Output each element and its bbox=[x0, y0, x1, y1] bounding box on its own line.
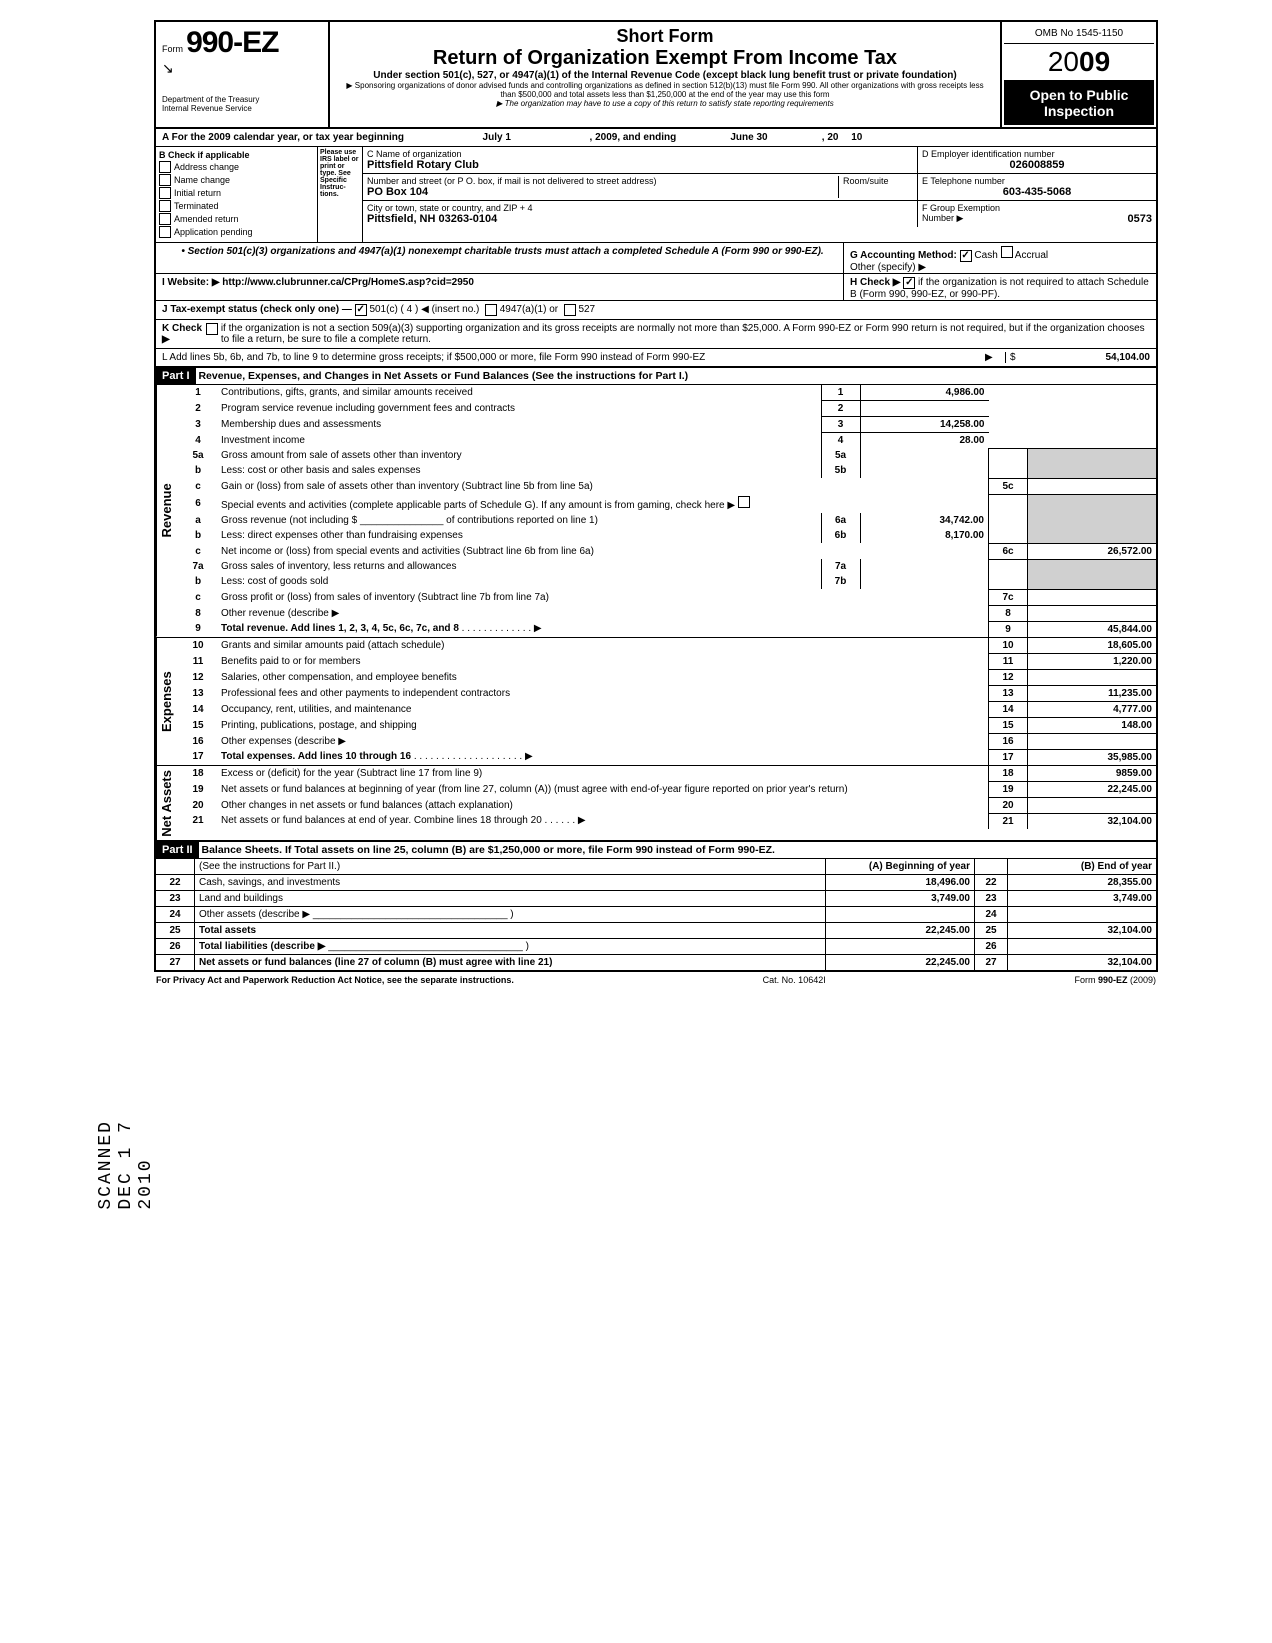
open-public-2: Inspection bbox=[1006, 103, 1152, 119]
c-label: C Name of organization bbox=[367, 149, 913, 159]
section-b-header: B Check if applicable bbox=[159, 150, 314, 160]
k-label: K Check ▶ bbox=[162, 323, 203, 345]
sponsor-note: ▶ Sponsoring organizations of donor advi… bbox=[338, 81, 992, 99]
cb-gaming[interactable] bbox=[738, 496, 750, 508]
expenses-table: 10Grants and similar amounts paid (attac… bbox=[179, 638, 1156, 765]
scanned-stamp: SCANNED DEC 1 7 2010 bbox=[96, 1120, 156, 1210]
e-label: E Telephone number bbox=[922, 176, 1152, 186]
form-label: Form bbox=[162, 44, 183, 54]
part2-header: Part II Balance Sheets. If Total assets … bbox=[156, 842, 1156, 859]
cb-k[interactable] bbox=[206, 323, 218, 335]
irs-label: Internal Revenue Service bbox=[162, 104, 322, 113]
form-footer: For Privacy Act and Paperwork Reduction … bbox=[150, 972, 1162, 988]
return-title: Return of Organization Exempt From Incom… bbox=[338, 47, 992, 70]
balance-sheet-table: (See the instructions for Part II.) (A) … bbox=[156, 859, 1156, 970]
short-form-label: Short Form bbox=[338, 26, 992, 47]
l-text: L Add lines 5b, 6b, and 7b, to line 9 to… bbox=[162, 352, 985, 363]
group-exemption: 0573 bbox=[1128, 213, 1152, 225]
row-a-tax-year: A For the 2009 calendar year, or tax yea… bbox=[156, 129, 1156, 147]
city-value: Pittsfield, NH 03263-0104 bbox=[367, 213, 913, 225]
expenses-label: Expenses bbox=[156, 638, 179, 765]
cb-amended[interactable] bbox=[159, 213, 171, 225]
d-label: D Employer identification number bbox=[922, 149, 1152, 159]
part1-header: Part I Revenue, Expenses, and Changes in… bbox=[156, 368, 1156, 385]
phone-value: 603-435-5068 bbox=[922, 186, 1152, 198]
cb-address-change[interactable] bbox=[159, 161, 171, 173]
gross-receipts: 54,104.00 bbox=[1030, 352, 1150, 363]
org-name: Pittsfield Rotary Club bbox=[367, 159, 913, 171]
cb-cash[interactable] bbox=[960, 250, 972, 262]
addr-value: PO Box 104 bbox=[367, 186, 838, 198]
schedule-a-note: • Section 501(c)(3) organizations and 49… bbox=[162, 246, 843, 270]
cb-initial-return[interactable] bbox=[159, 187, 171, 199]
room-suite: Room/suite bbox=[838, 176, 913, 198]
cb-h-check[interactable] bbox=[903, 277, 915, 289]
g-label: G Accounting Method: bbox=[850, 250, 957, 261]
subtitle: Under section 501(c), 527, or 4947(a)(1)… bbox=[338, 70, 992, 81]
k-text: if the organization is not a section 509… bbox=[221, 323, 1150, 345]
revenue-table: 1Contributions, gifts, grants, and simil… bbox=[179, 385, 1156, 637]
f-label: F Group Exemption bbox=[922, 203, 1000, 213]
omb-number: OMB No 1545-1150 bbox=[1004, 24, 1154, 44]
cb-name-change[interactable] bbox=[159, 174, 171, 186]
netassets-table: 18Excess or (deficit) for the year (Subt… bbox=[179, 766, 1156, 829]
netassets-label: Net Assets bbox=[156, 766, 179, 841]
tax-year: 2009 bbox=[1004, 44, 1154, 81]
j-label: J Tax-exempt status (check only one) — bbox=[162, 304, 352, 316]
f-label2: Number ▶ bbox=[922, 213, 963, 223]
g-other: Other (specify) ▶ bbox=[850, 262, 1150, 273]
cb-527[interactable] bbox=[564, 304, 576, 316]
cb-pending[interactable] bbox=[159, 226, 171, 238]
form-number: 990-EZ bbox=[186, 26, 278, 59]
copy-note: ▶ The organization may have to use a cop… bbox=[338, 99, 992, 108]
revenue-label: Revenue bbox=[156, 385, 179, 637]
cb-501c[interactable] bbox=[355, 304, 367, 316]
cb-accrual[interactable] bbox=[1001, 246, 1013, 258]
dept-treasury: Department of the Treasury bbox=[162, 95, 322, 104]
entity-info-grid: B Check if applicable Address change Nam… bbox=[156, 147, 1156, 243]
open-public-1: Open to Public bbox=[1006, 87, 1152, 103]
addr-label: Number and street (or P O. box, if mail … bbox=[367, 176, 838, 186]
website-value: http://www.clubrunner.ca/CPrg/HomeS.asp?… bbox=[222, 277, 474, 288]
cb-terminated[interactable] bbox=[159, 200, 171, 212]
form-header: Form 990-EZ ↘ Department of the Treasury… bbox=[156, 22, 1156, 129]
irs-label-instructions: Please use IRS label or print or type. S… bbox=[318, 147, 363, 242]
form-990ez: Form 990-EZ ↘ Department of the Treasury… bbox=[154, 20, 1158, 972]
ein-value: 026008859 bbox=[922, 159, 1152, 171]
city-label: City or town, state or country, and ZIP … bbox=[367, 203, 913, 213]
cb-4947[interactable] bbox=[485, 304, 497, 316]
h-label: H Check ▶ bbox=[850, 277, 900, 288]
i-label: I Website: ▶ bbox=[162, 277, 220, 288]
